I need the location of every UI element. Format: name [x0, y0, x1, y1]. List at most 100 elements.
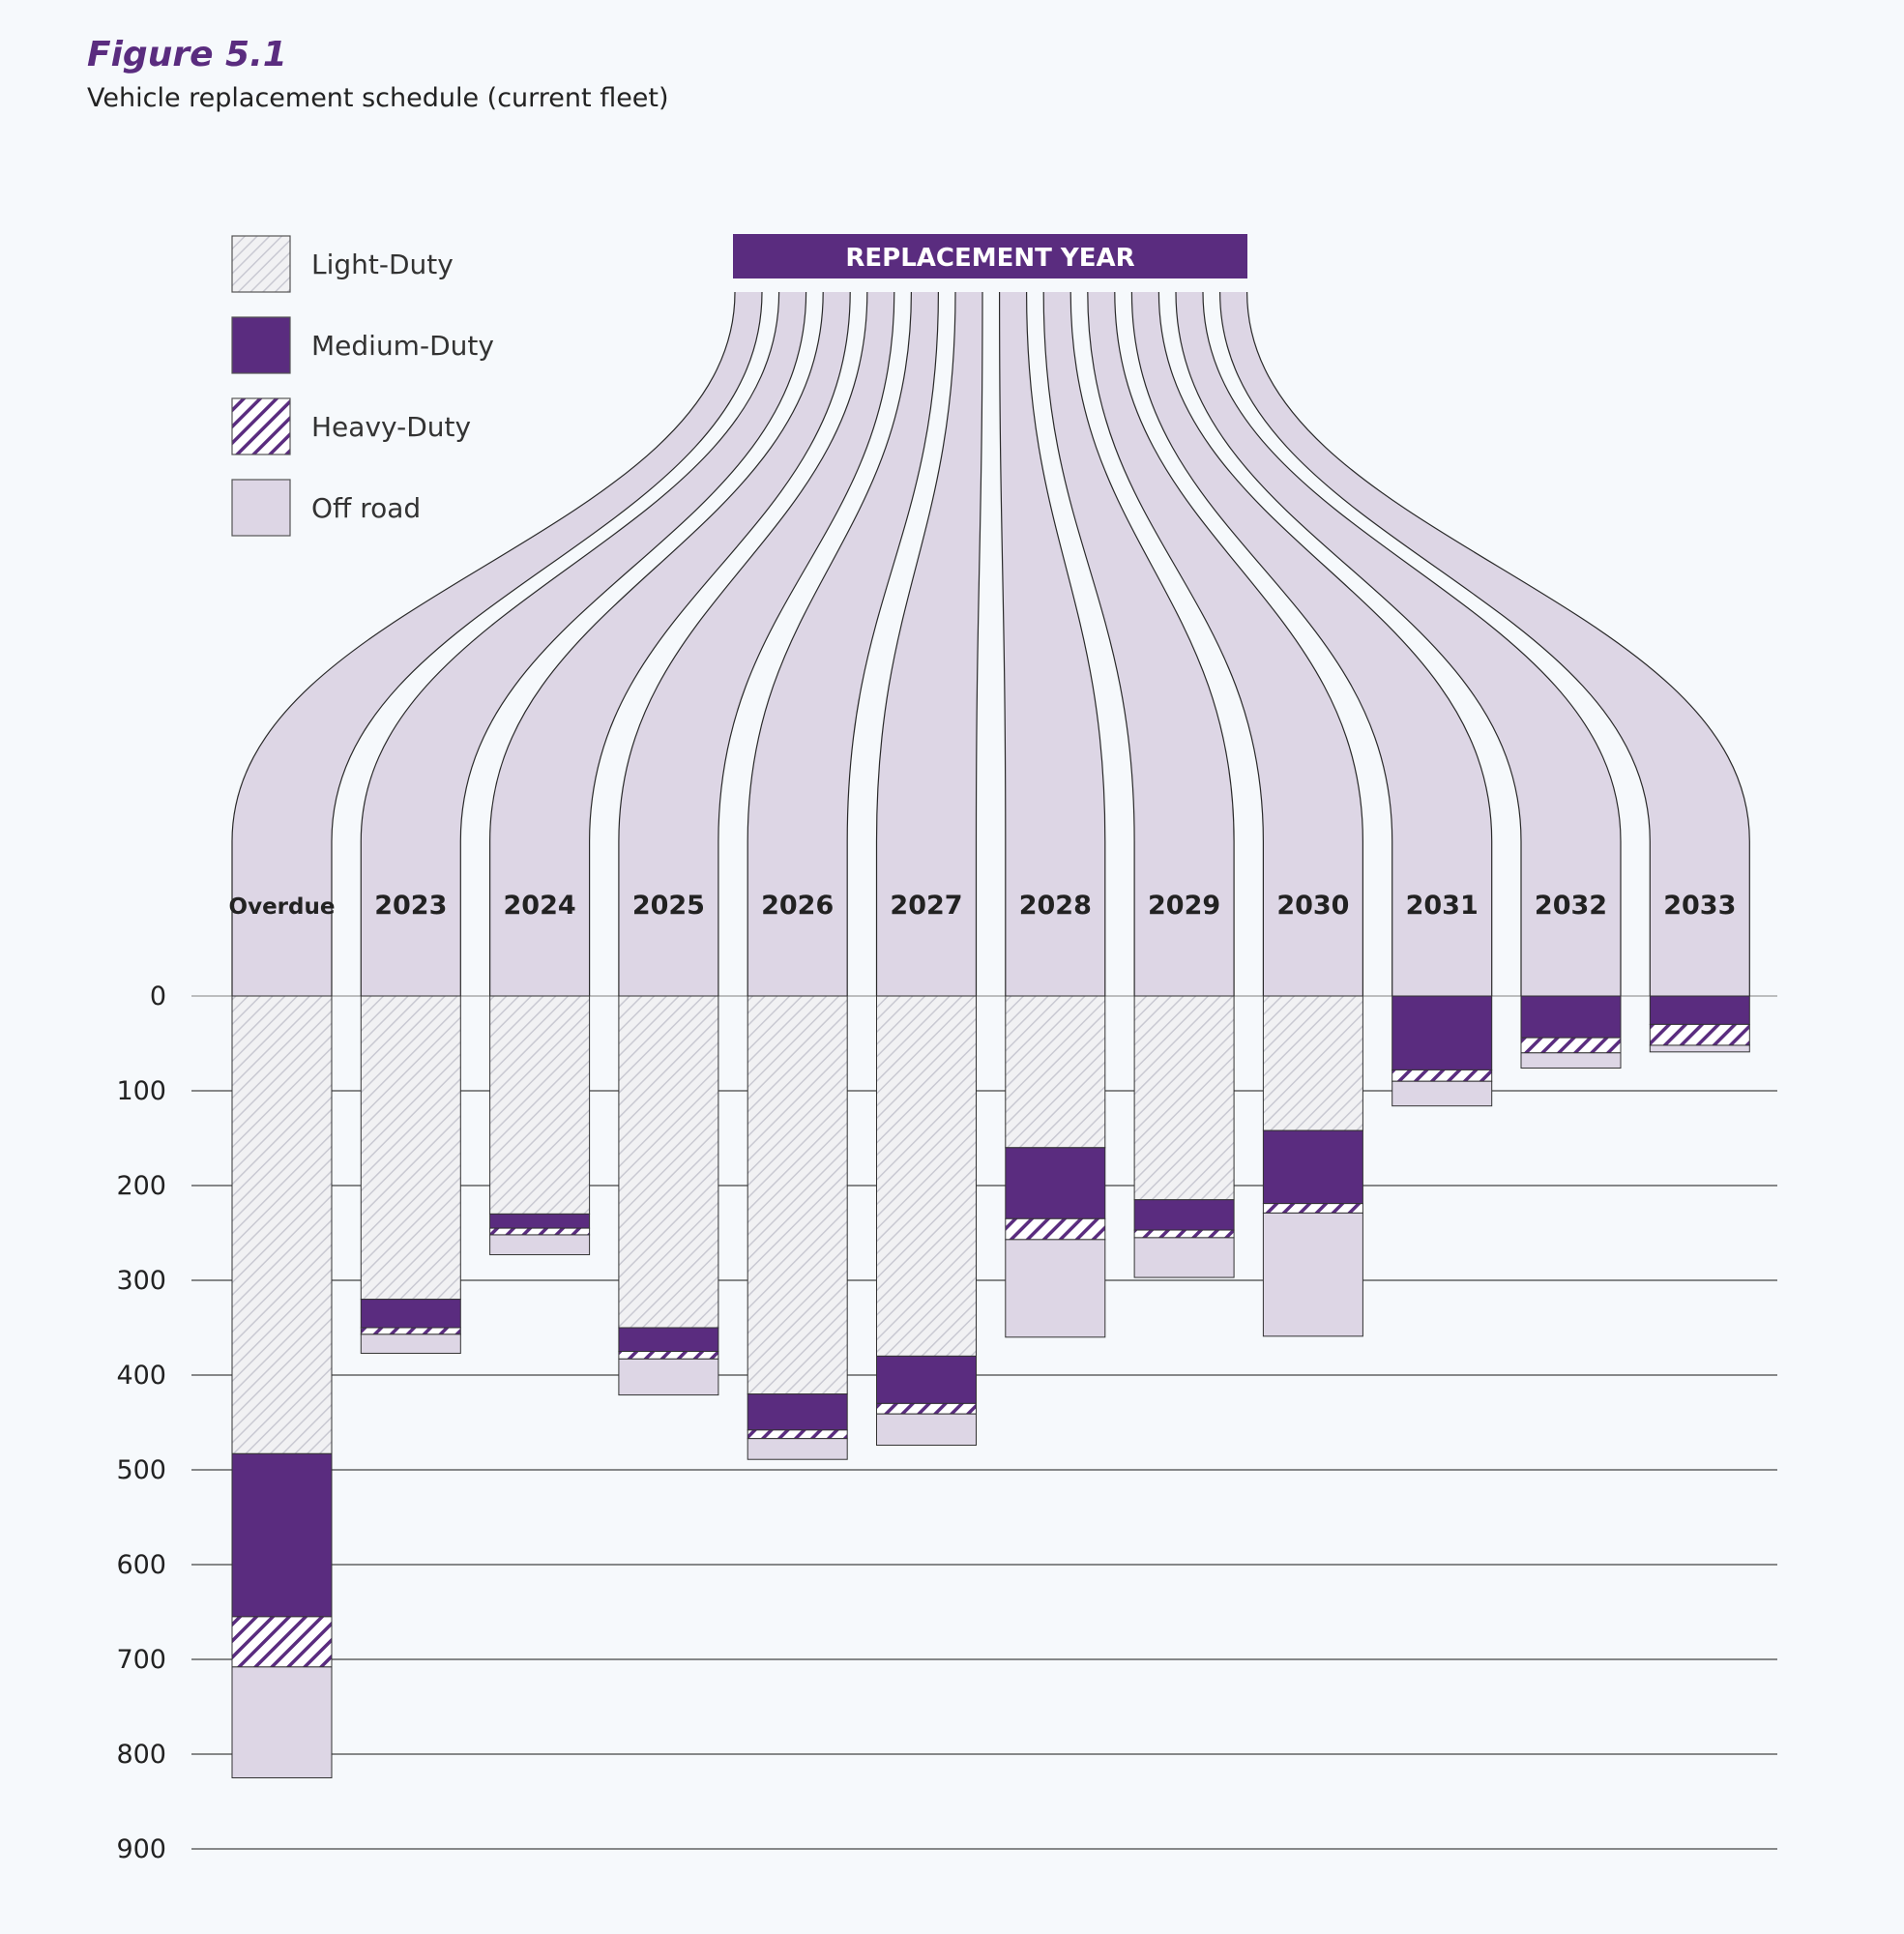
- flow-edge-right-2032: [1202, 291, 1622, 996]
- bar-2031-heavy-duty: [1391, 1069, 1493, 1082]
- bar-2030-light-duty: [1262, 995, 1363, 1131]
- bar-2023-off-road: [360, 1333, 461, 1354]
- legend-label-heavy-duty: Heavy-Duty: [311, 411, 471, 443]
- bar-2025-off-road: [618, 1358, 719, 1396]
- flow-edge-right-2025: [718, 291, 895, 996]
- figure-label: Figure 5.1: [87, 35, 287, 74]
- flow-edge-right-2027: [975, 291, 983, 996]
- x-label-2030: 2030: [1276, 891, 1349, 921]
- y-tick-800: 800: [116, 1740, 166, 1770]
- flow-edge-left-2024: [489, 291, 824, 996]
- x-label-2027: 2027: [890, 891, 962, 921]
- x-label-2029: 2029: [1148, 891, 1220, 921]
- flow-edge-left-2033: [1219, 291, 1651, 996]
- x-label-2023: 2023: [374, 891, 447, 921]
- bar-2025-light-duty: [618, 995, 719, 1329]
- flow-edge-right-2026: [846, 291, 939, 996]
- bar-2026-off-road: [747, 1438, 848, 1460]
- flow-band-2028: [999, 292, 1105, 996]
- flow-edge-left-2025: [618, 291, 868, 996]
- y-tick-900: 900: [116, 1834, 166, 1864]
- flow-edge-left-2032: [1175, 291, 1522, 996]
- bar-2025-heavy-duty: [618, 1351, 719, 1360]
- bar-2028-heavy-duty: [1005, 1217, 1106, 1241]
- y-tick-0: 0: [150, 982, 166, 1011]
- bar-2028-light-duty: [1005, 995, 1106, 1149]
- bar-2030-medium-duty: [1262, 1129, 1363, 1205]
- bar-2029-off-road: [1133, 1237, 1235, 1278]
- flow-edge-left-overdue: [231, 291, 736, 996]
- legend-swatch-heavy-duty: [231, 397, 291, 455]
- bar-2026-medium-duty: [747, 1393, 848, 1431]
- bar-2027-light-duty: [876, 995, 977, 1357]
- y-tick-100: 100: [116, 1076, 166, 1106]
- legend-label-off-road: Off road: [311, 492, 421, 524]
- y-tick-400: 400: [116, 1361, 166, 1391]
- flow-edge-left-2026: [747, 291, 912, 996]
- y-tick-500: 500: [116, 1455, 166, 1485]
- banner-box: [733, 234, 1247, 278]
- bar-2024-off-road: [489, 1234, 591, 1256]
- bar-2024-light-duty: [489, 995, 591, 1215]
- bar-2032-medium-duty: [1520, 995, 1622, 1039]
- flow-edge-right-2033: [1246, 291, 1750, 996]
- bar-overdue-light-duty: [231, 995, 333, 1454]
- x-label-2028: 2028: [1019, 891, 1092, 921]
- x-label-2032: 2032: [1535, 891, 1607, 921]
- bar-2024-heavy-duty: [489, 1227, 591, 1236]
- bar-2033-medium-duty: [1649, 995, 1750, 1025]
- bar-2033-off-road: [1649, 1044, 1750, 1053]
- bar-2031-medium-duty: [1391, 995, 1493, 1070]
- chart-title: Vehicle replacement schedule (current fl…: [87, 83, 669, 113]
- legend-label-medium-duty: Medium-Duty: [311, 330, 494, 362]
- banner-label: REPLACEMENT YEAR: [845, 244, 1134, 273]
- bar-2028-off-road: [1005, 1239, 1106, 1338]
- legend-swatch-light-duty: [231, 235, 291, 293]
- flow-edge-right-2029: [1069, 291, 1235, 996]
- bar-2028-medium-duty: [1005, 1147, 1106, 1219]
- x-label-2026: 2026: [761, 891, 834, 921]
- bar-2027-heavy-duty: [876, 1402, 977, 1415]
- flow-edge-left-2027: [875, 291, 956, 996]
- y-tick-300: 300: [116, 1266, 166, 1296]
- bar-overdue-off-road: [231, 1666, 333, 1778]
- bar-2029-heavy-duty: [1133, 1229, 1235, 1239]
- bar-2030-off-road: [1262, 1212, 1363, 1337]
- bar-overdue-medium-duty: [231, 1452, 333, 1618]
- flow-edge-right-2024: [589, 291, 851, 996]
- flow-edge-right-2031: [1157, 291, 1493, 996]
- flow-edge-right-overdue: [331, 291, 763, 996]
- flow-edge-left-2031: [1130, 291, 1393, 996]
- flow-edge-left-2023: [360, 291, 780, 996]
- bar-2033-heavy-duty: [1649, 1023, 1750, 1046]
- flow-edge-right-2028: [1026, 291, 1106, 996]
- x-label-2031: 2031: [1406, 891, 1479, 921]
- flow-band-2029: [1043, 292, 1235, 996]
- bar-2032-heavy-duty: [1520, 1037, 1622, 1054]
- legend-label-light-duty: Light-Duty: [311, 249, 454, 280]
- bar-2027-medium-duty: [876, 1355, 977, 1404]
- flow-band-2027: [876, 292, 982, 996]
- flow-edge-left-2028: [999, 291, 1007, 996]
- flow-band-2026: [747, 292, 939, 996]
- x-label-overdue: Overdue: [229, 894, 336, 920]
- bar-2030-heavy-duty: [1262, 1203, 1363, 1214]
- x-label-2024: 2024: [504, 891, 576, 921]
- x-label-2033: 2033: [1663, 891, 1736, 921]
- flow-edge-right-2023: [459, 291, 807, 996]
- bar-2032-off-road: [1520, 1052, 1622, 1069]
- y-tick-700: 700: [116, 1645, 166, 1675]
- flow-band-2023: [361, 292, 806, 996]
- bar-2029-medium-duty: [1133, 1199, 1235, 1231]
- legend-swatch-off-road: [231, 479, 291, 537]
- flow-band-2024: [489, 292, 851, 996]
- bar-2023-medium-duty: [360, 1299, 461, 1329]
- flow-edge-left-2029: [1042, 291, 1135, 996]
- flow-edge-left-2030: [1087, 291, 1264, 996]
- bar-2025-medium-duty: [618, 1327, 719, 1352]
- flow-band-overdue: [232, 292, 762, 996]
- flow-band-2032: [1176, 292, 1621, 996]
- y-tick-600: 600: [116, 1550, 166, 1580]
- bar-2026-heavy-duty: [747, 1429, 848, 1440]
